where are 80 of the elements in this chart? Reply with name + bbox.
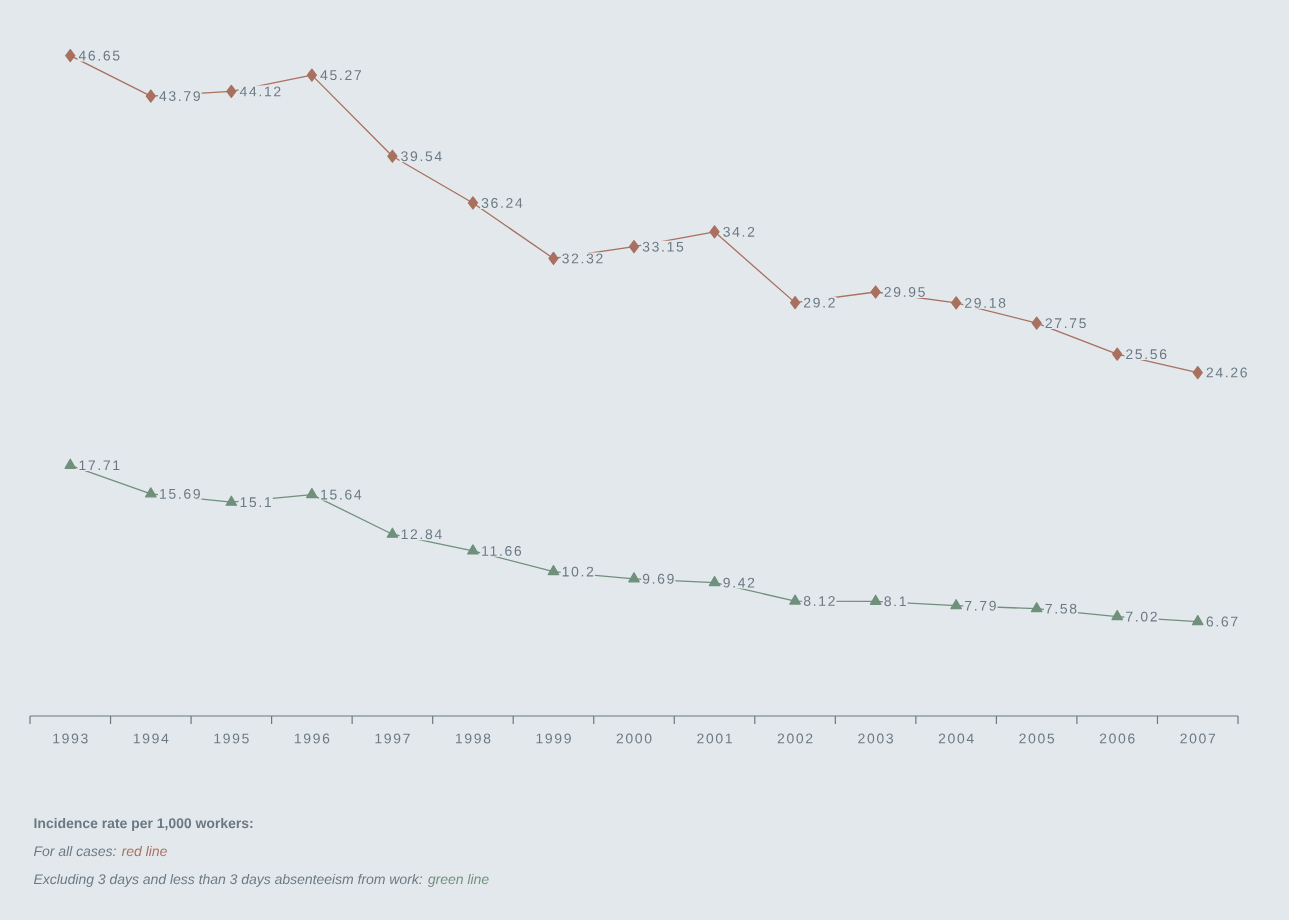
- data-label: 17.71: [79, 460, 120, 471]
- point: [708, 576, 721, 587]
- point: [950, 599, 962, 610]
- data-label: 12.84: [401, 529, 442, 540]
- data-label: 8.12: [803, 596, 835, 606]
- point: [709, 225, 720, 239]
- point: [467, 196, 479, 210]
- data-label: 33.15: [642, 241, 684, 252]
- data-label: 7.02: [1126, 611, 1157, 622]
- text: Excluding 3 days and less than 3 days absenteeism from work:: [33, 873, 423, 887]
- point: [387, 149, 398, 163]
- point: [226, 84, 237, 99]
- x-tick-label: 1997: [375, 733, 410, 744]
- data-label: 46.65: [78, 50, 120, 61]
- data-label: 7.79: [965, 600, 996, 611]
- data-label: 36.24: [481, 198, 523, 208]
- x-tick-label: 2002: [777, 733, 813, 744]
- data-label: 29.95: [884, 287, 925, 297]
- x-tick-label: 2000: [616, 733, 652, 744]
- data-label: 43.79: [159, 91, 200, 102]
- point: [306, 487, 318, 499]
- data-label: 15.64: [321, 489, 362, 500]
- text: green line: [427, 873, 489, 887]
- point: [628, 240, 640, 254]
- point: [467, 544, 479, 555]
- data-label: 15.1: [240, 497, 272, 508]
- text: For all cases:: [33, 845, 116, 857]
- point: [386, 527, 399, 538]
- point: [548, 251, 559, 266]
- data-label: 45.27: [320, 70, 361, 81]
- point: [870, 285, 881, 299]
- data-label: 10.2: [562, 566, 594, 577]
- point: [951, 296, 962, 310]
- x-tick-label: 1996: [294, 733, 330, 744]
- x-tick-label: 2007: [1180, 733, 1216, 744]
- point: [64, 458, 77, 469]
- point: [1030, 602, 1043, 613]
- data-label: 34.2: [723, 226, 755, 237]
- point: [789, 594, 801, 605]
- data-label: 11.66: [482, 545, 522, 556]
- data-label: 9.69: [642, 573, 674, 584]
- data-label: 25.56: [1126, 349, 1167, 360]
- point: [65, 48, 76, 63]
- x-tick-label: 1998: [455, 733, 491, 744]
- x-tick-label: 2006: [1099, 733, 1135, 744]
- text: Incidence rate per 1,000 workers:: [34, 817, 253, 831]
- x-tick-label: 2005: [1019, 733, 1055, 744]
- x-tick-label: 2004: [938, 733, 974, 744]
- point: [306, 68, 318, 82]
- data-label: 9.42: [723, 577, 755, 588]
- x-tick-label: 1993: [53, 733, 88, 744]
- x-tick-label: 1995: [214, 733, 249, 744]
- point: [144, 487, 157, 498]
- data-label: 27.75: [1045, 318, 1086, 329]
- point: [1111, 609, 1124, 621]
- point: [1112, 347, 1123, 361]
- data-label: 7.58: [1045, 603, 1077, 614]
- point: [628, 572, 640, 583]
- text: red line: [121, 845, 167, 857]
- data-label: 24.26: [1206, 367, 1247, 378]
- point: [1191, 614, 1204, 626]
- data-label: 39.54: [401, 151, 442, 162]
- point: [1031, 316, 1042, 330]
- point: [145, 89, 156, 103]
- point: [869, 594, 882, 605]
- x-tick-label: 1994: [133, 733, 169, 744]
- point: [547, 564, 560, 576]
- x-tick-label: 2003: [858, 733, 893, 744]
- data-label: 6.67: [1206, 616, 1238, 627]
- data-label: 29.2: [803, 297, 835, 308]
- x-tick-label: 2001: [697, 733, 732, 744]
- point: [1192, 365, 1203, 380]
- data-label: 15.69: [160, 488, 200, 499]
- data-label: 32.32: [562, 253, 603, 264]
- point: [789, 296, 801, 310]
- x-tick-label: 1999: [536, 733, 571, 744]
- data-label: 44.12: [239, 86, 281, 97]
- point: [225, 495, 238, 506]
- data-label: 8.1: [884, 596, 906, 607]
- data-label: 29.18: [965, 297, 1006, 308]
